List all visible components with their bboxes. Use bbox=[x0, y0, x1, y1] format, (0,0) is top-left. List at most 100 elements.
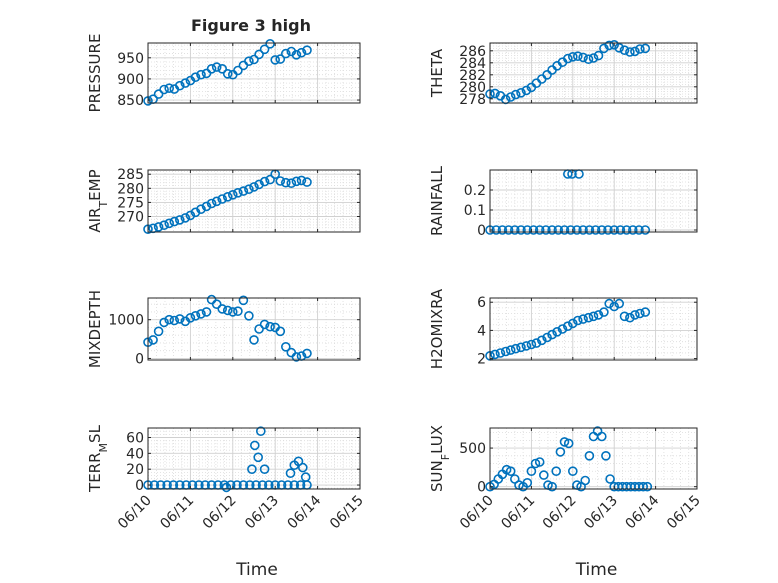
data-point bbox=[259, 464, 270, 475]
data-point bbox=[563, 438, 574, 449]
data-point bbox=[559, 437, 570, 447]
data-point bbox=[578, 314, 588, 324]
data-point bbox=[588, 311, 599, 322]
data-point bbox=[153, 89, 164, 99]
data-point bbox=[531, 338, 542, 348]
data-point bbox=[169, 216, 180, 227]
y-tick-label: 280 bbox=[117, 181, 144, 197]
data-point bbox=[196, 204, 206, 214]
data-point bbox=[559, 225, 570, 235]
x-tick-label: 06/14 bbox=[623, 492, 663, 532]
data-point bbox=[217, 194, 227, 204]
y-tick-label: 2 bbox=[477, 352, 486, 368]
data-point bbox=[201, 201, 212, 212]
data-point bbox=[190, 310, 201, 321]
data-point bbox=[175, 314, 185, 324]
data-point bbox=[534, 225, 545, 235]
data-point bbox=[159, 220, 169, 230]
x-tick-label: 06/12 bbox=[200, 493, 240, 533]
data-point bbox=[547, 225, 557, 235]
data-point bbox=[619, 311, 630, 322]
data-point bbox=[302, 348, 312, 359]
data-point bbox=[302, 177, 312, 187]
data-point bbox=[201, 307, 212, 317]
data-point bbox=[228, 307, 238, 317]
data-point bbox=[217, 64, 227, 74]
data-point bbox=[567, 51, 578, 62]
series-pressure bbox=[143, 38, 312, 106]
data-point bbox=[526, 339, 537, 350]
series-theta bbox=[485, 39, 651, 105]
data-point bbox=[567, 318, 578, 329]
data-point bbox=[630, 46, 640, 57]
data-point bbox=[609, 225, 620, 235]
data-point bbox=[255, 426, 266, 437]
axes-box bbox=[489, 42, 698, 104]
y-tick-label: 284 bbox=[459, 56, 486, 72]
data-point bbox=[555, 447, 566, 457]
data-point bbox=[522, 477, 533, 488]
x-tick-label: 06/10 bbox=[457, 493, 497, 533]
y-axis-label: AIRTEMP bbox=[86, 169, 110, 232]
data-point bbox=[640, 43, 651, 54]
data-point bbox=[280, 177, 291, 188]
data-point bbox=[601, 450, 611, 461]
data-point bbox=[500, 346, 511, 357]
axes-box bbox=[147, 42, 361, 104]
y-axis-label: TERRMSL bbox=[86, 424, 110, 493]
data-point bbox=[265, 321, 275, 332]
data-point bbox=[211, 62, 222, 72]
x-tick-label: 06/10 bbox=[115, 493, 155, 533]
data-point bbox=[516, 225, 526, 235]
data-point bbox=[280, 341, 291, 352]
data-point bbox=[244, 56, 254, 67]
data-point bbox=[159, 317, 169, 328]
data-point bbox=[505, 345, 516, 355]
y-tick-label: 40 bbox=[126, 446, 144, 462]
data-point bbox=[510, 343, 521, 354]
data-point bbox=[275, 54, 286, 64]
data-point bbox=[572, 315, 583, 326]
subplot-rainfall: 0 0.1 0.2 RAINFALL bbox=[428, 165, 698, 239]
data-point bbox=[542, 332, 552, 343]
data-point bbox=[169, 315, 180, 326]
data-point bbox=[222, 305, 233, 316]
data-point bbox=[615, 225, 626, 235]
data-point bbox=[521, 341, 532, 351]
y-tick-label: 60 bbox=[126, 431, 144, 447]
data-point bbox=[196, 309, 206, 319]
data-point bbox=[526, 466, 537, 477]
data-point bbox=[547, 329, 557, 340]
y-axis-label: MIXDEPTH bbox=[86, 290, 104, 368]
y-axis-label: SUNFLUX bbox=[428, 425, 452, 492]
data-point bbox=[249, 54, 259, 65]
data-point bbox=[259, 176, 270, 187]
data-point bbox=[175, 215, 185, 225]
y-axis-label: RAINFALL bbox=[428, 165, 446, 236]
data-point bbox=[501, 464, 512, 475]
data-point bbox=[249, 335, 259, 345]
y-axis-label: H2OMIXRA bbox=[428, 288, 446, 369]
series-air_temp bbox=[143, 169, 312, 234]
plot-area bbox=[490, 43, 697, 103]
data-point bbox=[164, 314, 174, 325]
data-point bbox=[265, 174, 275, 185]
x-axis-label: Time bbox=[235, 560, 278, 580]
data-point bbox=[217, 304, 227, 314]
plot-area bbox=[148, 43, 360, 103]
data-point bbox=[222, 192, 233, 202]
data-point bbox=[180, 78, 191, 88]
data-point bbox=[583, 54, 594, 65]
data-point bbox=[521, 85, 532, 96]
plot-area bbox=[148, 170, 360, 232]
data-point bbox=[640, 307, 651, 317]
data-point bbox=[291, 176, 302, 187]
data-point bbox=[584, 225, 595, 235]
data-point bbox=[164, 83, 174, 93]
data-point bbox=[490, 88, 500, 99]
data-point bbox=[291, 49, 302, 60]
data-point bbox=[635, 308, 645, 319]
data-point bbox=[572, 51, 583, 62]
